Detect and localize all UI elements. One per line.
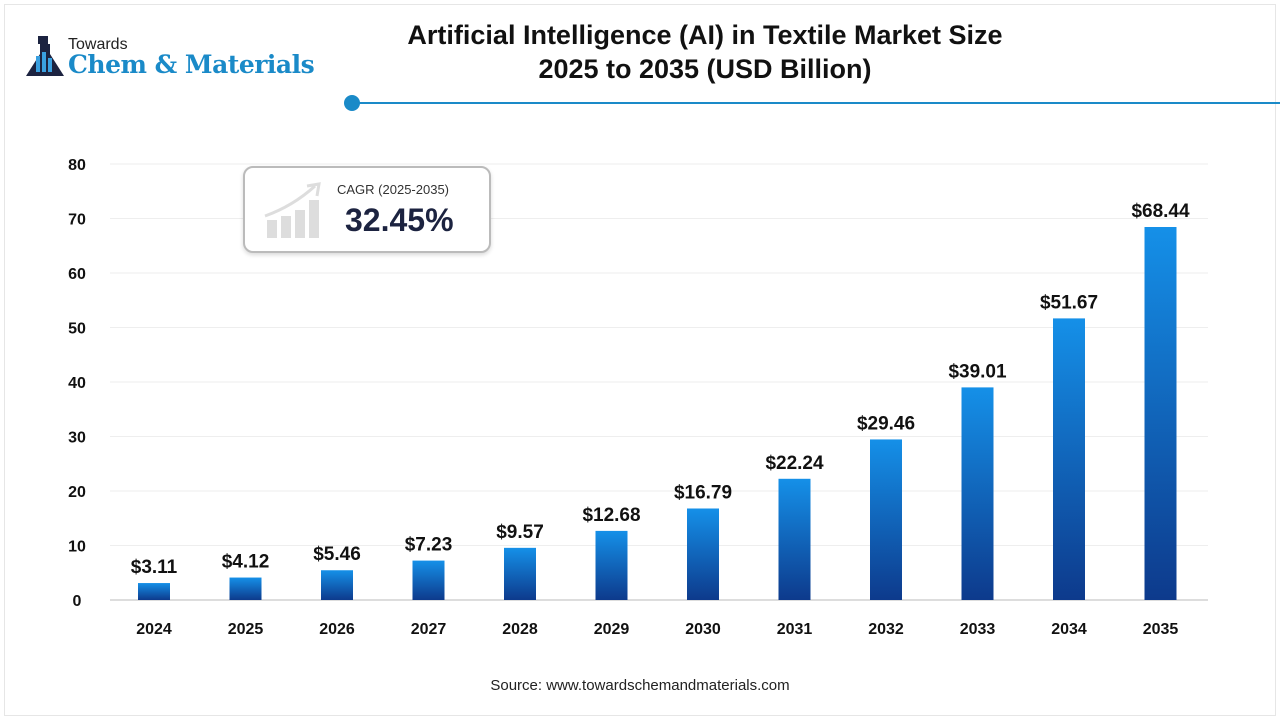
data-label: $9.57: [496, 522, 544, 543]
bar-2026: [321, 570, 353, 600]
data-label: $29.46: [857, 413, 915, 434]
chart-title: Artificial Intelligence (AI) in Textile …: [390, 18, 1020, 86]
bar-2034: [1053, 318, 1085, 600]
y-tick-label: 10: [68, 539, 86, 556]
logo: Towards Chem & Materials: [24, 34, 315, 85]
x-tick-label: 2025: [228, 621, 264, 638]
logo-line2: Chem & Materials: [68, 50, 315, 79]
cagr-box: CAGR (2025-2035) 32.45%: [243, 166, 491, 253]
data-label: $68.44: [1131, 201, 1190, 222]
x-tick-label: 2027: [411, 621, 447, 638]
x-tick-label: 2032: [868, 621, 904, 638]
data-label: $16.79: [674, 482, 732, 503]
y-tick-label: 70: [68, 212, 86, 229]
y-tick-label: 80: [68, 157, 86, 174]
x-tick-label: 2031: [777, 621, 813, 638]
source-text: Source: www.towardschemandmaterials.com: [490, 677, 790, 694]
bar-2035: [1144, 227, 1177, 600]
bar-2031: [778, 478, 811, 600]
data-label: $4.12: [222, 552, 270, 573]
data-label: $7.23: [405, 535, 453, 556]
x-tick-label: 2034: [1051, 621, 1087, 638]
y-tick-label: 0: [73, 593, 82, 610]
x-tick-label: 2024: [136, 621, 172, 638]
x-tick-label: 2028: [502, 621, 538, 638]
frame: [4, 4, 1276, 716]
cagr-label: CAGR (2025-2035): [337, 182, 449, 197]
title-line1: Artificial Intelligence (AI) in Textile …: [407, 20, 1003, 50]
rule-dot: [344, 95, 360, 111]
bar-2030: [687, 508, 719, 600]
y-tick-label: 50: [68, 321, 86, 338]
x-tick-label: 2026: [319, 621, 355, 638]
y-tick-label: 30: [68, 430, 86, 447]
bar-2033: [961, 387, 994, 600]
bar-2028: [504, 547, 536, 600]
data-label: $5.46: [313, 544, 361, 565]
y-tick-label: 60: [68, 266, 86, 283]
data-label: $51.67: [1040, 292, 1098, 313]
data-label: $22.24: [765, 453, 824, 474]
x-tick-label: 2030: [685, 621, 721, 638]
bar-2027: [412, 560, 445, 600]
bar-2029: [595, 530, 628, 600]
y-tick-label: 20: [68, 484, 86, 501]
y-tick-label: 40: [68, 375, 86, 392]
bar-2032: [870, 439, 902, 600]
data-label: $39.01: [948, 361, 1007, 382]
data-label: $12.68: [582, 505, 640, 526]
x-tick-label: 2033: [960, 621, 996, 638]
title-rule: [352, 102, 1280, 104]
growth-chart-icon: [264, 182, 321, 238]
bar-2024: [138, 583, 170, 600]
logo-line1: Towards: [68, 36, 128, 53]
title-line2: 2025 to 2035 (USD Billion): [538, 54, 872, 84]
cagr-value: 32.45%: [345, 202, 454, 238]
x-tick-label: 2029: [594, 621, 630, 638]
bar-2025: [229, 577, 262, 600]
data-label: $3.11: [131, 557, 178, 578]
x-tick-label: 2035: [1143, 621, 1179, 638]
flask-icon: [26, 36, 64, 76]
